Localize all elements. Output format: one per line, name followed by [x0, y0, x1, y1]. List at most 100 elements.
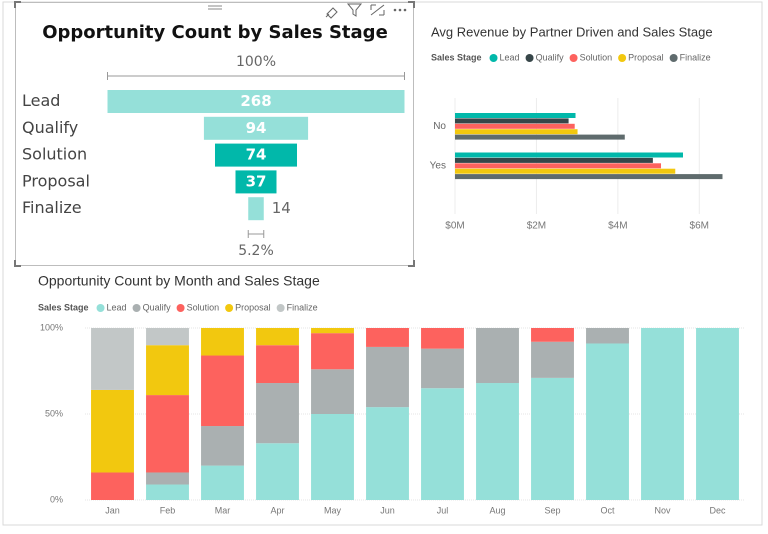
- bar-segment: [311, 369, 354, 414]
- more-options[interactable]: [393, 8, 407, 12]
- bar-segment: [476, 328, 519, 384]
- top-bracket: [107, 72, 405, 80]
- bar-segment: [366, 346, 409, 408]
- x-tick-label: Sep: [544, 505, 560, 515]
- legend-label: Finalize: [287, 302, 318, 312]
- chart-title: Opportunity Count by Sales Stage: [42, 22, 388, 43]
- funnel-bar: [214, 143, 298, 167]
- bar-segment: [366, 328, 409, 347]
- bar: [455, 152, 683, 158]
- category-label: Finalize: [22, 198, 82, 217]
- y-tick-label: No: [433, 121, 446, 132]
- x-tick-label: Jan: [105, 505, 120, 515]
- y-tick-label: 0%: [50, 494, 63, 504]
- bar-segment: [256, 443, 299, 500]
- value-label: 74: [246, 146, 267, 164]
- bar-segment: [91, 328, 134, 390]
- bar: [455, 118, 569, 124]
- legend-marker: [525, 54, 534, 62]
- bar-segment: [201, 328, 244, 356]
- x-tick-label: Nov: [654, 505, 671, 515]
- x-tick-label: May: [324, 505, 342, 515]
- legend-label: Lead: [107, 302, 127, 312]
- funnel-frame: [14, 1, 415, 267]
- bar: [455, 134, 625, 140]
- x-tick-label: Jun: [380, 505, 395, 515]
- legend-label: Qualify: [536, 52, 565, 62]
- category-label: Lead: [22, 91, 60, 110]
- value-label: 14: [272, 199, 291, 217]
- bar: [455, 163, 662, 169]
- legend-label: Solution: [187, 302, 220, 312]
- bar-segment: [586, 328, 629, 344]
- x-tick-label: Dec: [709, 505, 726, 515]
- x-tick-label: $4M: [608, 221, 627, 232]
- x-tick-label: $0M: [445, 221, 464, 232]
- legend-label: Proposal: [628, 52, 664, 62]
- x-tick-label: Oct: [600, 505, 615, 515]
- x-tick-label: $2M: [527, 221, 546, 232]
- bar-segment: [366, 407, 409, 500]
- legend-title: Sales Stage: [431, 52, 482, 62]
- bar-segment: [531, 341, 574, 378]
- bar: [455, 157, 653, 163]
- chart-title: Opportunity Count by Month and Sales Sta…: [38, 273, 320, 289]
- value-label: 37: [246, 172, 267, 190]
- bar-segment: [256, 383, 299, 444]
- bar-segment: [641, 328, 684, 500]
- x-tick-label: Apr: [270, 505, 284, 515]
- top-label: 100%: [236, 54, 276, 70]
- x-tick-label: Mar: [215, 505, 231, 515]
- bar-segment: [311, 333, 354, 370]
- bar-segment: [146, 345, 189, 396]
- legend-label: Qualify: [143, 302, 172, 312]
- category-label: Qualify: [22, 118, 78, 137]
- x-tick-label: Feb: [160, 505, 176, 515]
- legend-marker: [489, 54, 498, 62]
- funnel-bar: [235, 170, 277, 194]
- bar-segment: [476, 383, 519, 500]
- legend-label: Finalize: [680, 52, 711, 62]
- legend-marker: [132, 304, 141, 312]
- y-tick-label: 50%: [45, 408, 63, 418]
- value-label: 268: [240, 92, 271, 110]
- funnel-bar: [203, 116, 309, 140]
- x-tick-label: Aug: [489, 505, 505, 515]
- bar: [455, 113, 576, 118]
- legend-label: Lead: [500, 52, 520, 62]
- category-label: Solution: [22, 145, 87, 164]
- legend-title: Sales Stage: [38, 302, 89, 312]
- pin-icon[interactable]: [325, 7, 338, 19]
- value-label: 94: [246, 119, 267, 137]
- legend-marker: [618, 54, 627, 62]
- bar: [455, 174, 723, 180]
- y-tick-label: 100%: [40, 322, 63, 332]
- bar-segment: [531, 377, 574, 500]
- bar-segment: [146, 472, 189, 485]
- filter-icon[interactable]: [346, 3, 363, 17]
- bar-segment: [421, 348, 464, 389]
- bar-segment: [421, 328, 464, 349]
- drag-handle[interactable]: [208, 5, 222, 10]
- funnel-bar: [248, 197, 264, 221]
- focus-icon[interactable]: [370, 4, 385, 16]
- bar-segment: [421, 388, 464, 500]
- bar-segment: [146, 484, 189, 500]
- y-tick-label: Yes: [430, 161, 446, 172]
- legend-marker: [96, 304, 105, 312]
- bar-segment: [91, 389, 134, 473]
- bar-segment: [201, 426, 244, 466]
- corner-handles: [14, 1, 415, 267]
- bar-segment: [311, 328, 354, 334]
- category-label: Proposal: [22, 171, 90, 190]
- bottom-label: 5.2%: [238, 243, 274, 259]
- bar-segment: [311, 414, 354, 500]
- bar-segment: [146, 328, 189, 346]
- funnel-bar: [107, 90, 405, 113]
- bar-segment: [256, 328, 299, 346]
- bar-segment: [201, 465, 244, 500]
- legend-marker: [669, 54, 678, 62]
- legend-marker: [276, 304, 285, 312]
